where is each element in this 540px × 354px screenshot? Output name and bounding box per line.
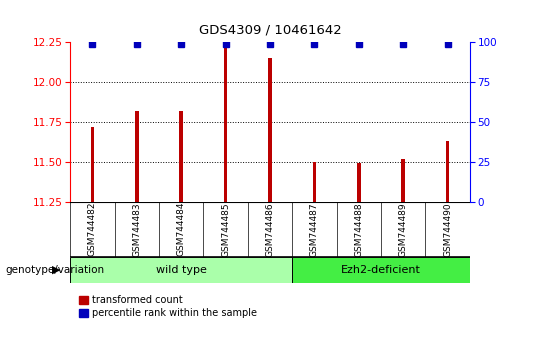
Bar (401, 159, 405, 202)
Bar (70, 257, 292, 283)
Bar (224, 43, 227, 202)
Text: GSM744485: GSM744485 (221, 202, 230, 257)
Bar (135, 111, 139, 202)
Text: Ezh2-deficient: Ezh2-deficient (341, 265, 421, 275)
Text: ▶: ▶ (52, 265, 61, 275)
Text: GSM744486: GSM744486 (266, 202, 274, 257)
Legend: transformed count, percentile rank within the sample: transformed count, percentile rank withi… (75, 292, 260, 322)
Bar (91, 127, 94, 202)
Text: GSM744487: GSM744487 (310, 202, 319, 257)
Text: wild type: wild type (156, 265, 207, 275)
Text: GSM744484: GSM744484 (177, 202, 186, 256)
Bar (179, 111, 183, 202)
Text: GSM744488: GSM744488 (354, 202, 363, 257)
Bar (313, 162, 316, 202)
Text: genotype/variation: genotype/variation (5, 265, 105, 275)
Text: GDS4309 / 10461642: GDS4309 / 10461642 (199, 23, 341, 36)
Bar (292, 257, 470, 283)
Text: GSM744482: GSM744482 (88, 202, 97, 256)
Text: GSM744489: GSM744489 (399, 202, 408, 257)
Bar (268, 58, 272, 202)
Text: GSM744483: GSM744483 (132, 202, 141, 257)
Bar (357, 163, 361, 202)
Text: GSM744490: GSM744490 (443, 202, 452, 257)
Bar (446, 141, 449, 202)
